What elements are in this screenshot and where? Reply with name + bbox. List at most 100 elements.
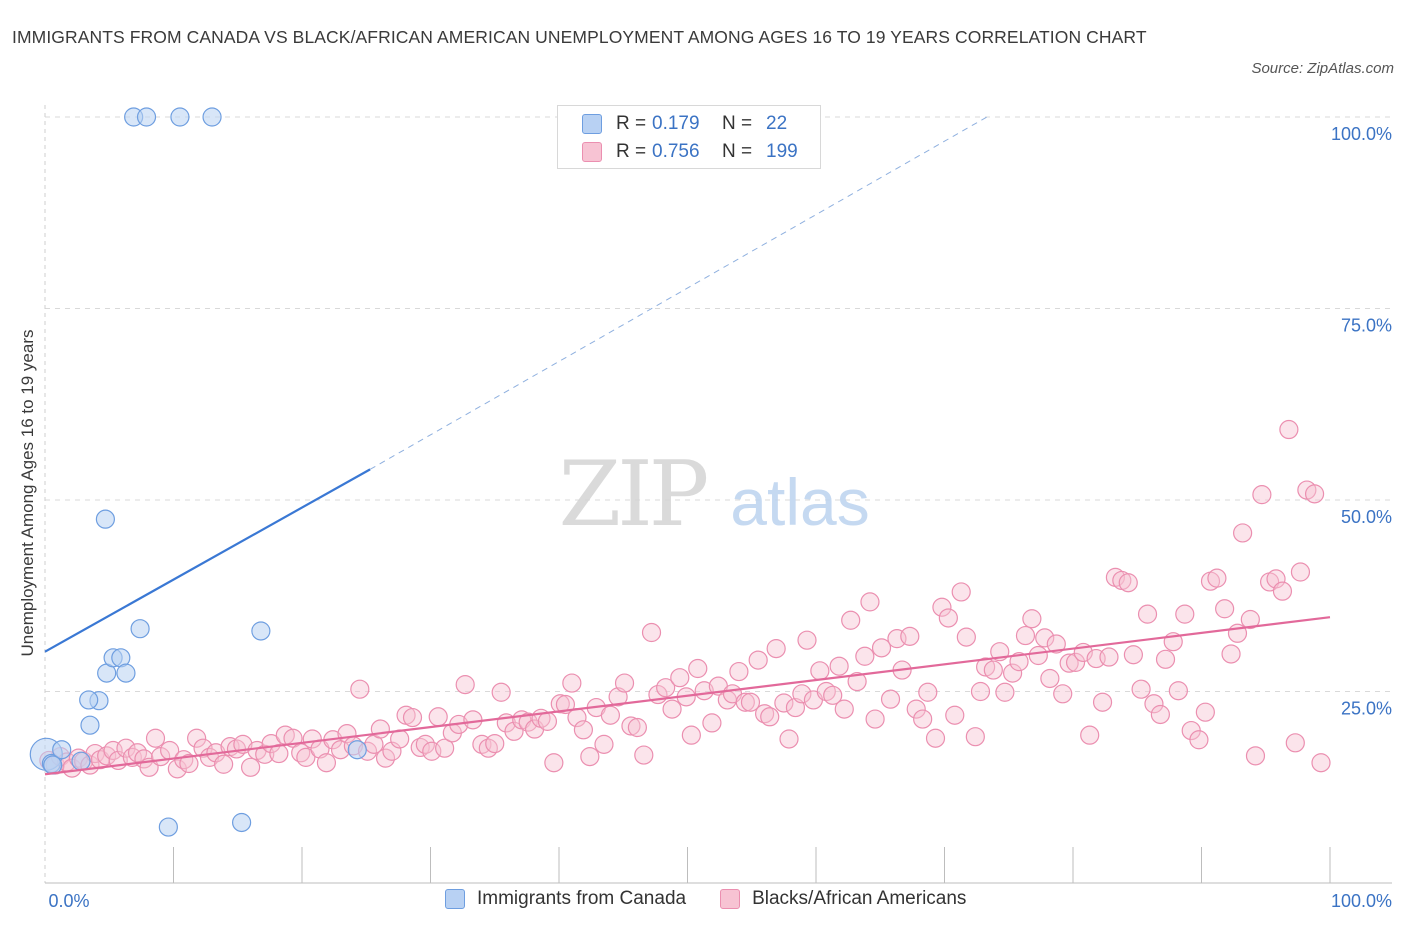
- blue-trend-line: [44, 468, 371, 653]
- pink-point: [1168, 681, 1188, 701]
- series-label-canada: Immigrants from Canada: [477, 888, 687, 909]
- series-legend-black[interactable]: Blacks/African Americans: [720, 888, 966, 910]
- legend-n-label: N =: [722, 141, 753, 162]
- blue-point: [251, 621, 271, 641]
- pink-point: [823, 685, 843, 705]
- pink-point: [906, 699, 926, 719]
- pink-point: [1304, 484, 1325, 504]
- pink-point: [925, 728, 946, 748]
- x-tick-label: 0.0%: [48, 891, 89, 911]
- pink-point: [214, 754, 234, 774]
- pink-point: [187, 728, 207, 748]
- pink-point: [1155, 649, 1176, 669]
- pink-points: [39, 419, 1331, 779]
- pink-point: [1252, 485, 1272, 505]
- pink-point: [1207, 568, 1227, 588]
- blue-point: [170, 107, 190, 127]
- pink-point: [797, 630, 817, 650]
- pink-point: [932, 597, 952, 617]
- pink-point: [855, 646, 875, 666]
- pink-point: [1266, 569, 1286, 589]
- pink-point: [627, 717, 647, 738]
- pink-point: [1290, 562, 1311, 582]
- blue-point: [43, 755, 63, 775]
- legend-n-label: N =: [722, 113, 753, 134]
- legend-swatch-pink: [582, 142, 602, 162]
- pink-point: [871, 638, 892, 658]
- pink-point: [702, 713, 722, 733]
- pink-point: [880, 689, 901, 709]
- pink-point: [600, 705, 621, 725]
- pink-point: [976, 657, 996, 677]
- pink-point: [1131, 679, 1151, 699]
- chart-title: IMMIGRANTS FROM CANADA VS BLACK/AFRICAN …: [12, 27, 1147, 47]
- pink-point: [562, 673, 582, 693]
- blue-point: [80, 715, 100, 735]
- pink-point: [1046, 634, 1066, 654]
- y-tick-label: 50.0%: [1341, 507, 1392, 527]
- y-axis-label: Unemployment Among Ages 16 to 19 years: [18, 330, 37, 657]
- watermark-zip: ZIP: [559, 442, 707, 547]
- legend-r-value: 0.756: [652, 141, 700, 162]
- pink-point: [1150, 704, 1170, 725]
- pink-point: [621, 716, 641, 736]
- pink-point: [847, 671, 867, 692]
- legend-r-label: R =: [616, 113, 647, 134]
- pink-point: [97, 746, 117, 766]
- pink-point: [1195, 702, 1215, 722]
- tick-label-layer: 100.0% 75.0% 50.0% 25.0% 0.0% 100.0%: [48, 124, 1392, 911]
- pink-point: [1022, 609, 1042, 629]
- pink-point: [316, 753, 337, 773]
- pink-point: [779, 729, 799, 749]
- pink-point: [729, 661, 749, 682]
- pink-point: [1233, 523, 1253, 543]
- pink-point: [1245, 746, 1266, 766]
- pink-point: [550, 694, 570, 714]
- pink-point: [255, 744, 275, 764]
- pink-point: [913, 709, 933, 729]
- pink-point: [688, 658, 708, 679]
- pink-point: [382, 741, 402, 761]
- watermark: ZIP atlas: [559, 442, 870, 547]
- pink-point: [1144, 694, 1164, 714]
- blue-point: [347, 740, 367, 760]
- pink-point: [145, 728, 166, 748]
- pink-point: [834, 699, 854, 719]
- legend-n-value: 199: [766, 141, 798, 162]
- pink-point: [1272, 581, 1293, 601]
- series-label-black: Blacks/African Americans: [752, 888, 967, 909]
- pink-point: [504, 721, 524, 741]
- pink-point: [402, 707, 423, 728]
- pink-point: [1175, 604, 1195, 624]
- legend-n-value: 22: [766, 113, 788, 134]
- pink-point: [1028, 645, 1048, 666]
- pink-point: [1015, 625, 1036, 646]
- pink-point: [1137, 604, 1158, 624]
- pink-point: [1118, 573, 1138, 593]
- pink-point: [841, 610, 861, 630]
- pink-point: [956, 627, 976, 647]
- pink-point: [1092, 692, 1113, 712]
- pink-point: [774, 693, 794, 713]
- pink-point: [1003, 663, 1023, 683]
- blue-point: [130, 619, 150, 639]
- pink-point: [735, 692, 755, 712]
- series-legend-canada[interactable]: Immigrants from Canada: [445, 888, 686, 910]
- pink-point: [748, 650, 768, 670]
- pink-point: [865, 709, 885, 729]
- pink-point: [491, 682, 511, 702]
- pink-point: [918, 682, 938, 702]
- pink-point: [1065, 652, 1086, 672]
- pink-point: [681, 725, 701, 745]
- pink-point: [573, 720, 594, 740]
- pink-point: [760, 707, 780, 727]
- pink-point: [656, 678, 676, 698]
- pink-point: [1215, 599, 1235, 619]
- pink-point: [1240, 609, 1260, 630]
- pink-point: [1279, 419, 1299, 440]
- pink-point: [1035, 628, 1055, 648]
- legend-swatch-blue: [582, 114, 602, 134]
- pink-point: [296, 747, 316, 767]
- pink-point: [1285, 733, 1305, 753]
